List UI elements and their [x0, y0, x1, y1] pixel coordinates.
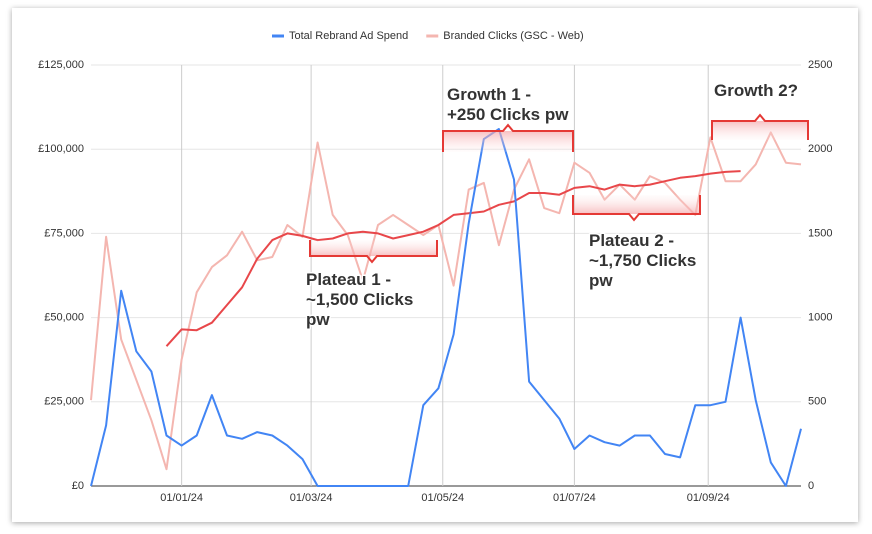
annotation: ~1,750 Clicks [589, 251, 696, 270]
card [12, 8, 858, 522]
y-tick-label: £100,000 [38, 143, 84, 155]
series-line [165, 170, 741, 347]
y2-tick-label: 1000 [808, 312, 832, 324]
y-tick-label: £0 [72, 480, 84, 492]
x-tick-label: 01/09/24 [687, 492, 730, 504]
annotation: Plateau 1 - [306, 270, 391, 289]
y2-tick-label: 500 [808, 396, 826, 408]
annotation: pw [589, 271, 613, 290]
series-line [90, 128, 802, 487]
y2-tick-label: 2000 [808, 143, 832, 155]
y2-tick-label: 2500 [808, 59, 832, 71]
y-tick-label: £75,000 [44, 227, 84, 239]
annotation: Plateau 2 - [589, 231, 674, 250]
x-tick-label: 01/01/24 [160, 492, 203, 504]
y-tick-label: £125,000 [38, 59, 84, 71]
annotation: Growth 2? [714, 81, 798, 100]
annotation: Growth 1 - [447, 85, 531, 104]
annotation: +250 Clicks pw [447, 105, 569, 124]
y2-tick-label: 1500 [808, 227, 832, 239]
x-tick-label: 01/07/24 [553, 492, 596, 504]
brackets [309, 113, 809, 264]
x-tick-label: 01/05/24 [421, 492, 464, 504]
legend-label: Branded Clicks (GSC - Web) [443, 30, 583, 42]
annotation: pw [306, 310, 330, 329]
y-tick-label: £25,000 [44, 396, 84, 408]
y-tick-label: £50,000 [44, 312, 84, 324]
y2-tick-label: 0 [808, 480, 814, 492]
legend-label: Total Rebrand Ad Spend [289, 30, 408, 42]
labels: £0 £25,000 £50,000 £75,000 £100,000 £125,000 0… [38, 30, 832, 504]
annotation: ~1,500 Clicks [306, 290, 413, 309]
x-tick-label: 01/03/24 [290, 492, 333, 504]
